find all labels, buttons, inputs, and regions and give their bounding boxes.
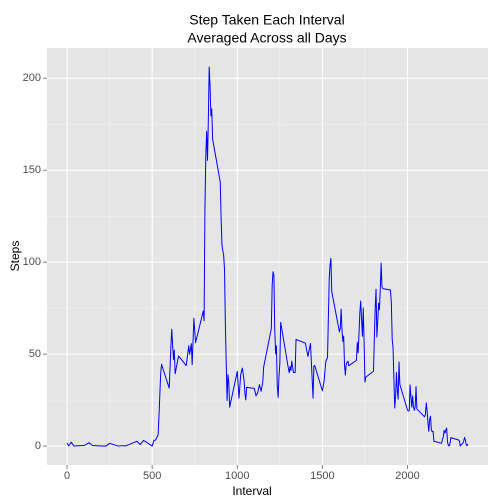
x-tick-label: 500	[143, 470, 161, 482]
x-tick-label: 1500	[310, 470, 334, 482]
y-tick-label: 50	[29, 348, 41, 360]
panel-background	[47, 48, 488, 465]
x-tick-label: 2000	[395, 470, 419, 482]
y-axis-label: Steps	[8, 241, 22, 272]
y-tick-label: 150	[23, 164, 41, 176]
chart-title: Step Taken Each Interval	[189, 12, 344, 28]
y-tick-label: 100	[23, 256, 41, 268]
y-tick-label: 0	[35, 440, 41, 452]
x-tick-label: 0	[64, 470, 70, 482]
line	[66, 66, 469, 447]
x-tick-label: 1000	[225, 470, 249, 482]
y-tick-label: 200	[23, 72, 41, 84]
x-axis-label: Interval	[232, 484, 271, 498]
chart-subtitle: Averaged Across all Days	[187, 30, 346, 46]
